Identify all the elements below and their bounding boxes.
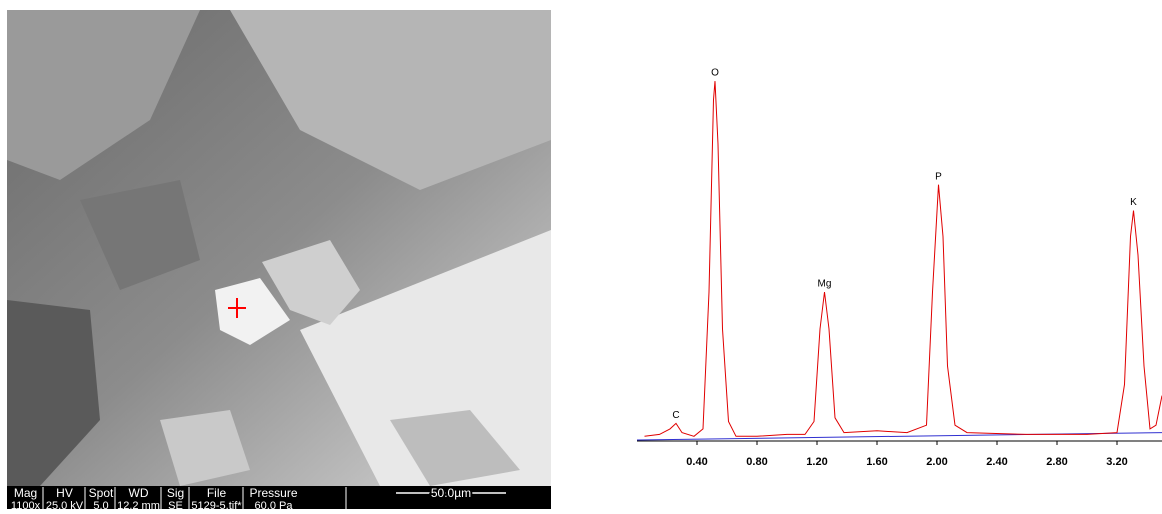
info-value: 1100x (11, 500, 41, 509)
x-tick-label: 2.00 (926, 456, 947, 468)
x-tick-label: 2.80 (1046, 456, 1067, 468)
info-value: 12.2 mm (117, 500, 160, 509)
peak-label: O (711, 68, 719, 79)
spectrum-line (637, 433, 1162, 440)
info-value: 25.0 kV (46, 500, 84, 509)
info-value: 60.0 Pa (255, 500, 294, 509)
peak-label: P (935, 171, 942, 182)
info-header: Sig (167, 486, 184, 500)
info-header: Spot (89, 486, 114, 500)
peak-label: Mg (818, 279, 832, 290)
x-tick-label: 2.40 (986, 456, 1007, 468)
info-header: File (207, 486, 227, 500)
info-value: 5.0 (93, 500, 108, 509)
info-header: HV (56, 486, 73, 500)
spectrum-chart: 0.40 0.80 1.20 1.60 2.00 2.40 2.80 3.20 C O Mg P K (637, 68, 1162, 468)
info-value: 5129-5.tif* (191, 500, 242, 509)
info-header: Mag (14, 486, 37, 500)
peak-label: C (672, 410, 679, 421)
scale-bar-label: 50.0µm (431, 486, 471, 500)
x-tick-label: 0.40 (686, 456, 707, 468)
x-tick-label: 0.80 (746, 456, 767, 468)
spectrum-line (645, 81, 1162, 436)
x-tick-label: 3.20 (1106, 456, 1127, 468)
info-header: WD (129, 486, 149, 500)
x-tick-label: 1.20 (806, 456, 827, 468)
info-value: SE (168, 500, 183, 509)
info-header: Pressure (249, 486, 297, 500)
peak-label: K (1130, 197, 1137, 208)
sem-image (7, 10, 551, 509)
x-tick-label: 1.60 (866, 456, 887, 468)
